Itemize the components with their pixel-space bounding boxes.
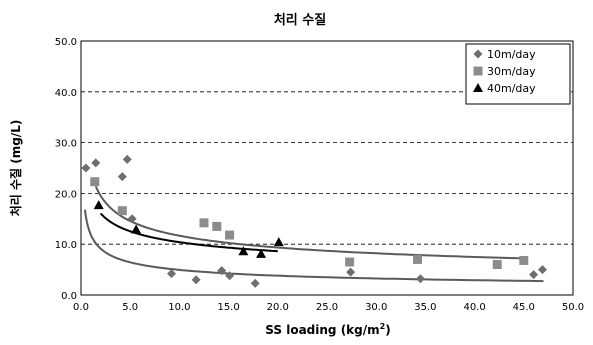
data-point xyxy=(191,275,201,285)
y-tick-labels: 0.0 10.0 20.0 30.0 40.0 50.0 xyxy=(55,37,77,302)
x-axis-title-superscript: 2 xyxy=(380,322,386,331)
x-tick-label: 45.0 xyxy=(513,302,535,313)
chart-title: 처리 수질 xyxy=(274,12,326,28)
data-point xyxy=(212,221,222,231)
legend-marker xyxy=(473,66,483,76)
x-tick-label: 15.0 xyxy=(217,302,239,313)
y-tick-label: 40.0 xyxy=(55,88,77,99)
data-point xyxy=(117,172,127,182)
data-point xyxy=(492,260,502,270)
data-point xyxy=(415,274,425,284)
legend-marker xyxy=(473,83,483,92)
data-point xyxy=(117,206,127,216)
data-point xyxy=(167,269,177,279)
x-tick-label: 30.0 xyxy=(365,302,387,313)
data-point xyxy=(225,271,235,281)
data-point xyxy=(131,224,142,234)
x-tick-label: 50.0 xyxy=(562,302,584,313)
legend-label: 30m/day xyxy=(487,65,536,78)
y-tick-label: 50.0 xyxy=(55,37,77,48)
legend-label: 10m/day xyxy=(487,48,536,61)
data-point xyxy=(81,163,91,173)
trendlines xyxy=(83,185,544,283)
gridlines xyxy=(81,91,573,245)
data-point xyxy=(250,278,260,288)
x-tick-labels: 0.0 5.0 10.0 15.0 20.0 25.0 30.0 35.0 40.0 45.0 50… xyxy=(73,302,584,313)
trendline xyxy=(99,212,278,253)
legend-label: 40m/day xyxy=(487,82,536,95)
data-point xyxy=(537,265,547,275)
x-axis-title-end: ) xyxy=(385,323,390,337)
x-axis-title: SS loading (kg/m2) xyxy=(265,322,390,337)
x-axis-title-main: SS loading (kg/m xyxy=(265,323,379,337)
data-point xyxy=(238,246,249,256)
y-tick-label: 30.0 xyxy=(55,139,77,150)
trendline xyxy=(94,185,524,260)
data-point xyxy=(256,248,267,258)
data-point xyxy=(346,267,356,277)
data-point xyxy=(345,257,355,267)
y-tick-label: 20.0 xyxy=(55,189,77,200)
data-point xyxy=(93,200,104,210)
x-tick-label: 20.0 xyxy=(267,302,289,313)
data-point xyxy=(127,214,137,224)
legend-marker xyxy=(473,49,483,59)
data-point xyxy=(225,230,235,240)
y-tick-label: 10.0 xyxy=(55,240,77,251)
data-point xyxy=(413,254,423,264)
data-point xyxy=(90,177,100,187)
data-point xyxy=(529,270,539,280)
y-axis-title: 처리 수질 (mg/L) xyxy=(8,120,23,217)
y-tick-label: 0.0 xyxy=(61,291,77,302)
data-point xyxy=(122,154,132,164)
data-points xyxy=(81,154,547,288)
trendline xyxy=(83,209,544,283)
x-tick-label: 10.0 xyxy=(168,302,190,313)
x-tick-label: 0.0 xyxy=(73,302,89,313)
x-tick-label: 25.0 xyxy=(316,302,338,313)
x-tick-label: 5.0 xyxy=(122,302,138,313)
legend-box xyxy=(465,43,571,105)
data-point xyxy=(519,255,529,265)
data-point xyxy=(199,218,209,228)
x-tick-label: 35.0 xyxy=(414,302,436,313)
data-point xyxy=(273,237,284,247)
data-point xyxy=(217,266,227,276)
legend: 10m/day 30m/day 40m/day xyxy=(465,43,571,105)
data-point xyxy=(91,158,101,168)
x-tick-label: 40.0 xyxy=(463,302,485,313)
